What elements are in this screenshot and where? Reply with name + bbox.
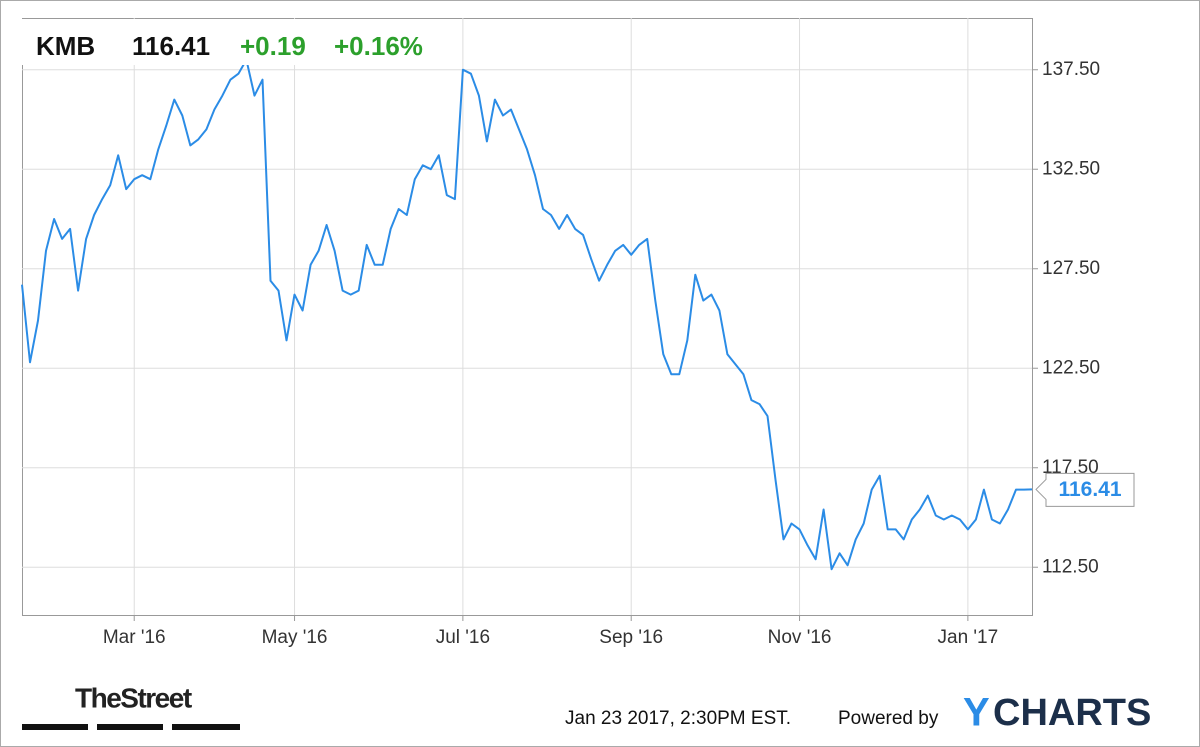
last-value-tag xyxy=(1035,472,1135,507)
y-tick-label: 122.50 xyxy=(1042,357,1100,378)
y-tick-label: 132.50 xyxy=(1042,158,1100,179)
x-tick-label: Jan '17 xyxy=(938,627,999,648)
logo-bar xyxy=(97,724,163,730)
header-bg xyxy=(22,19,442,65)
x-tick-label: Nov '16 xyxy=(768,627,832,648)
last-value-label: 116.41 xyxy=(1058,478,1121,501)
logo-bar xyxy=(22,724,88,730)
price-line xyxy=(21,58,1033,571)
y-tick-label: 127.50 xyxy=(1042,258,1100,279)
y-tick-label: 117.50 xyxy=(1042,457,1099,478)
ticker: KMB xyxy=(36,31,95,61)
series xyxy=(21,58,1033,571)
plot-area xyxy=(22,18,1033,616)
y-tick-label: 112.50 xyxy=(1042,556,1099,577)
brand-initial: Y xyxy=(963,691,990,735)
timestamp: Jan 23 2017, 2:30PM EST. xyxy=(565,708,791,729)
powered-by: Powered by xyxy=(838,708,939,729)
price: 116.41 xyxy=(132,31,210,61)
x-tick-label: May '16 xyxy=(262,627,328,648)
brand-name: CHARTS xyxy=(993,692,1151,734)
change-percent: +0.16% xyxy=(334,31,423,61)
grid xyxy=(22,18,1038,621)
y-tick-label: 137.50 xyxy=(1042,59,1100,80)
source-logo: TheStreet xyxy=(75,682,192,713)
x-tick-label: Mar '16 xyxy=(103,627,166,648)
x-tick-label: Jul '16 xyxy=(436,627,490,648)
logo-bar xyxy=(172,724,240,730)
x-tick-label: Sep '16 xyxy=(599,627,663,648)
change: +0.19 xyxy=(240,31,306,61)
